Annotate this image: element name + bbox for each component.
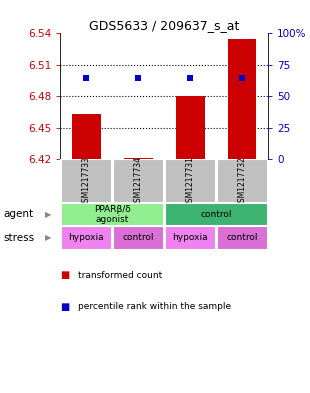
Bar [165, 160, 216, 203]
Text: ▶: ▶ [45, 233, 51, 242]
Text: GSM1217734: GSM1217734 [134, 156, 143, 207]
Text: transformed count: transformed count [78, 271, 162, 279]
Bar [124, 158, 153, 160]
Text: ■: ■ [60, 270, 70, 280]
Bar [113, 226, 164, 250]
Bar [113, 160, 164, 203]
Text: GSM1217731: GSM1217731 [186, 156, 195, 207]
Title: GDS5633 / 209637_s_at: GDS5633 / 209637_s_at [89, 19, 240, 32]
Text: GSM1217732: GSM1217732 [238, 156, 247, 207]
Text: ■: ■ [60, 301, 70, 312]
Text: control: control [122, 233, 154, 242]
Text: stress: stress [3, 233, 34, 243]
Bar [61, 203, 164, 226]
Text: control: control [201, 210, 232, 219]
Text: hypoxia: hypoxia [69, 233, 104, 242]
Text: hypoxia: hypoxia [172, 233, 208, 242]
Bar [228, 39, 256, 160]
Text: agent: agent [3, 209, 33, 219]
Bar [61, 226, 112, 250]
Bar [61, 160, 112, 203]
Bar [217, 160, 268, 203]
Text: ▶: ▶ [45, 210, 51, 219]
Text: PPARβ/δ
agonist: PPARβ/δ agonist [94, 205, 131, 224]
Bar [176, 96, 205, 160]
Text: control: control [226, 233, 258, 242]
Bar [217, 226, 268, 250]
Bar [165, 203, 268, 226]
Bar [72, 114, 101, 160]
Text: GSM1217733: GSM1217733 [82, 156, 91, 207]
Bar [165, 226, 216, 250]
Text: percentile rank within the sample: percentile rank within the sample [78, 302, 231, 311]
